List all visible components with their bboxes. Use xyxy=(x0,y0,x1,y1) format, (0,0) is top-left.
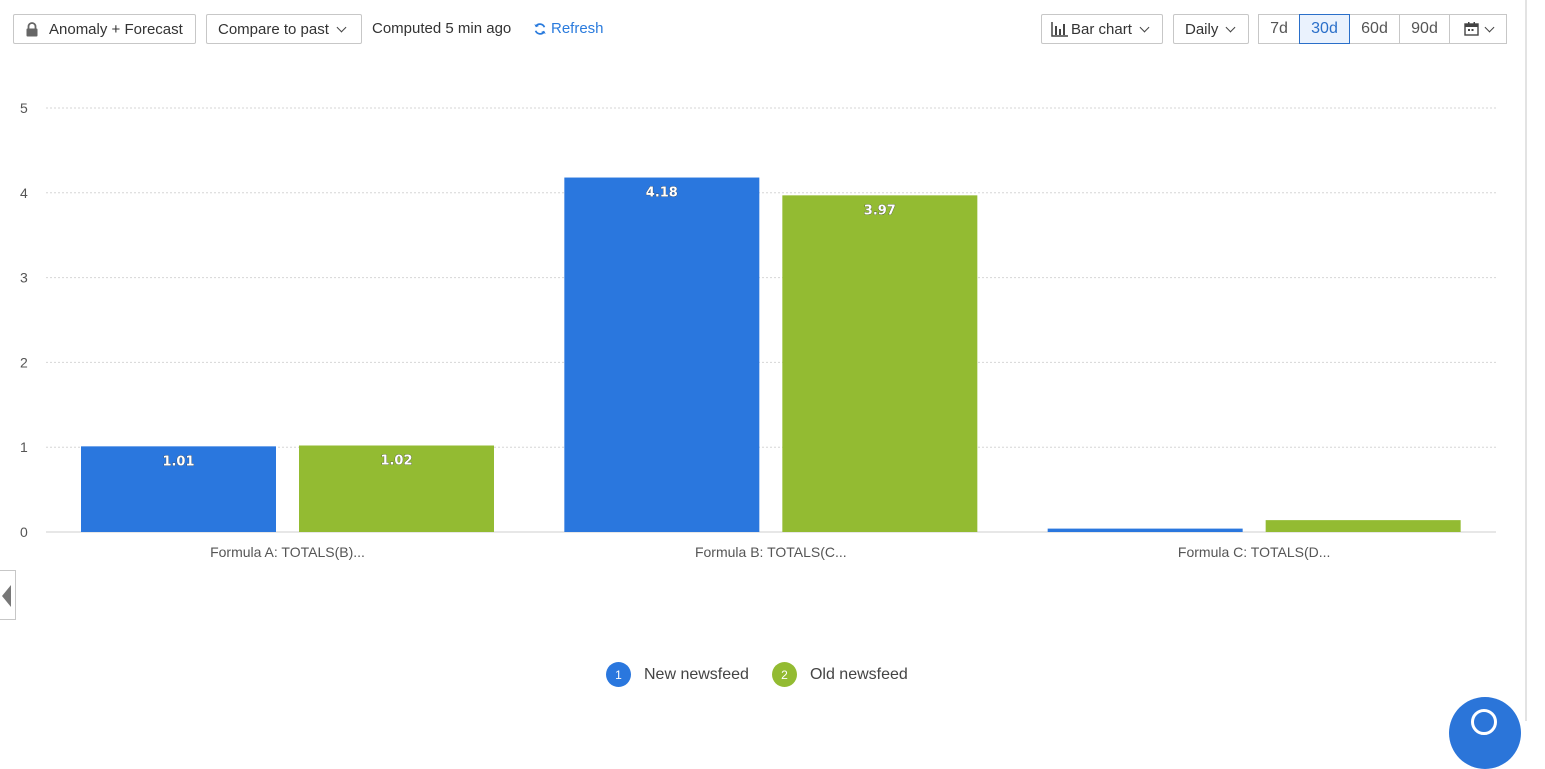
chevron-down-icon xyxy=(1139,22,1150,32)
help-icon xyxy=(1471,709,1497,735)
chevron-down-icon xyxy=(336,22,347,32)
chevron-left-icon xyxy=(2,585,11,607)
data-label: 1.01 xyxy=(162,454,194,469)
y-tick-label: 2 xyxy=(20,354,28,370)
bar xyxy=(782,195,978,532)
refresh-label: Refresh xyxy=(551,20,604,37)
chart-type-dropdown[interactable]: Bar chart xyxy=(1041,14,1163,44)
y-tick-label: 3 xyxy=(20,270,28,286)
lock-icon xyxy=(26,21,38,36)
range-60d-button[interactable]: 60d xyxy=(1349,14,1400,44)
calendar-icon xyxy=(1463,22,1479,36)
x-tick-label: Formula A: TOTALS(B)... xyxy=(210,544,365,560)
range-60d-label: 60d xyxy=(1361,20,1388,37)
bar xyxy=(564,177,760,532)
interval-label: Daily xyxy=(1185,20,1219,38)
data-label: 4.18 xyxy=(646,186,678,201)
collapse-panel-tab[interactable] xyxy=(0,570,16,620)
refresh-icon xyxy=(534,22,546,35)
x-tick-label: Formula C: TOTALS(D... xyxy=(1178,544,1330,560)
range-90d-label: 90d xyxy=(1411,20,1438,37)
compare-to-past-label: Compare to past xyxy=(218,20,329,38)
custom-date-button[interactable] xyxy=(1449,14,1507,44)
legend-marker: 2 xyxy=(771,662,797,687)
anomaly-forecast-button[interactable]: Anomaly + Forecast xyxy=(13,14,196,44)
legend-marker: 1 xyxy=(606,662,631,687)
bar-chart: 0 1 2 3 4 5 1.01 1.02 Formula A: TOTALS(B)... 4.1… xyxy=(20,100,1496,560)
bar xyxy=(299,445,494,532)
y-tick-label: 1 xyxy=(20,439,28,455)
bar-chart-icon xyxy=(1051,21,1068,37)
help-chat-button[interactable] xyxy=(1449,697,1521,769)
panel-divider xyxy=(1525,0,1527,721)
compare-to-past-dropdown[interactable]: Compare to past xyxy=(206,14,362,44)
anomaly-forecast-label: Anomaly + Forecast xyxy=(49,20,183,38)
legend-item-new-newsfeed[interactable]: 1 New newsfeed xyxy=(606,662,749,687)
range-30d-label: 30d xyxy=(1311,20,1338,37)
legend-label: Old newsfeed xyxy=(809,665,908,683)
chart-type-label: Bar chart xyxy=(1071,20,1132,38)
data-label: 1.02 xyxy=(380,454,412,469)
chevron-down-icon xyxy=(1484,22,1494,32)
y-tick-label: 0 xyxy=(20,524,28,540)
range-90d-button[interactable]: 90d xyxy=(1399,14,1450,44)
legend-label: New newsfeed xyxy=(644,665,749,683)
y-tick-label: 5 xyxy=(20,100,28,116)
range-30d-button[interactable]: 30d xyxy=(1299,14,1350,44)
bar xyxy=(1265,520,1461,532)
data-label: 3.97 xyxy=(864,203,896,218)
range-7d-button[interactable]: 7d xyxy=(1258,14,1300,44)
range-7d-label: 7d xyxy=(1270,20,1288,37)
x-tick-label: Formula B: TOTALS(C... xyxy=(695,544,847,560)
refresh-link[interactable]: Refresh xyxy=(533,20,604,37)
bar xyxy=(81,446,276,532)
chart-legend: 1 New newsfeed 2 Old newsfeed xyxy=(606,662,931,687)
legend-item-old-newsfeed[interactable]: 2 Old newsfeed xyxy=(771,662,908,687)
chevron-down-icon xyxy=(1225,22,1236,32)
computed-status-text: Computed 5 min ago xyxy=(372,20,512,37)
y-tick-label: 4 xyxy=(20,185,28,201)
interval-dropdown[interactable]: Daily xyxy=(1173,14,1249,44)
bar xyxy=(1047,528,1243,532)
date-range-selector: 7d 30d 60d 90d xyxy=(1258,14,1507,44)
